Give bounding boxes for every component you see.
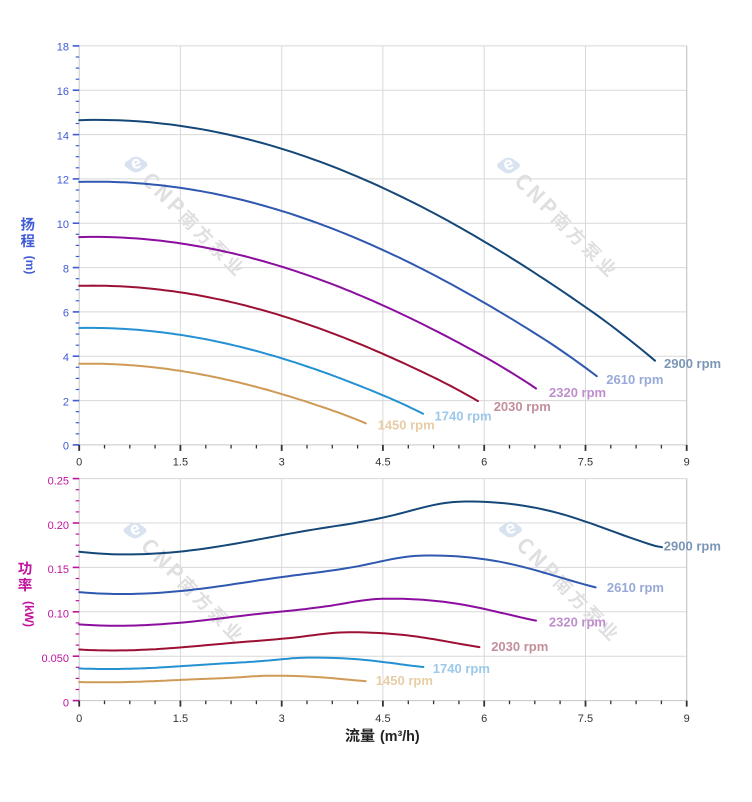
- svg-text:16: 16: [57, 86, 69, 98]
- svg-text:2900 rpm: 2900 rpm: [664, 539, 721, 554]
- svg-text:3: 3: [279, 713, 285, 725]
- svg-text:1450 rpm: 1450 rpm: [378, 418, 435, 433]
- svg-text:1740 rpm: 1740 rpm: [433, 661, 490, 676]
- svg-text:10: 10: [57, 219, 69, 231]
- svg-text:7.5: 7.5: [578, 457, 593, 469]
- svg-text:18: 18: [57, 42, 69, 54]
- svg-text:7.5: 7.5: [578, 713, 593, 725]
- svg-text:0.25: 0.25: [48, 475, 69, 487]
- svg-text:0: 0: [63, 697, 69, 709]
- svg-text:8: 8: [63, 263, 69, 275]
- svg-text:(m): (m): [23, 256, 37, 275]
- svg-text:4.5: 4.5: [375, 713, 390, 725]
- svg-text:6: 6: [481, 457, 487, 469]
- svg-text:0: 0: [76, 713, 82, 725]
- svg-text:12: 12: [57, 175, 69, 187]
- svg-text:0.10: 0.10: [48, 609, 69, 621]
- svg-text:2030 rpm: 2030 rpm: [494, 399, 551, 414]
- svg-text:9: 9: [684, 713, 690, 725]
- svg-text:2320 rpm: 2320 rpm: [549, 615, 606, 630]
- svg-text:2320 rpm: 2320 rpm: [549, 385, 606, 400]
- svg-text:1740 rpm: 1740 rpm: [435, 409, 492, 424]
- svg-text:2900 rpm: 2900 rpm: [664, 356, 721, 371]
- svg-text:(m³/h): (m³/h): [376, 729, 420, 745]
- svg-text:2610 rpm: 2610 rpm: [607, 580, 664, 595]
- svg-text:6: 6: [481, 713, 487, 725]
- svg-text:2: 2: [63, 396, 69, 408]
- svg-text:9: 9: [684, 457, 690, 469]
- svg-text:1.5: 1.5: [173, 713, 188, 725]
- svg-text:0.20: 0.20: [48, 520, 69, 532]
- svg-text:1450 rpm: 1450 rpm: [376, 673, 433, 688]
- svg-text:2610 rpm: 2610 rpm: [606, 372, 663, 387]
- svg-text:0.050: 0.050: [41, 653, 69, 665]
- svg-text:0: 0: [76, 457, 82, 469]
- svg-text:1.5: 1.5: [173, 457, 188, 469]
- svg-text:3: 3: [279, 457, 285, 469]
- svg-text:(kW): (kW): [22, 601, 36, 627]
- svg-text:4.5: 4.5: [375, 457, 390, 469]
- svg-text:2030 rpm: 2030 rpm: [491, 639, 548, 654]
- svg-text:14: 14: [57, 130, 69, 142]
- svg-text:6: 6: [63, 308, 69, 320]
- svg-text:0.15: 0.15: [48, 564, 69, 576]
- svg-text:0: 0: [63, 441, 69, 453]
- svg-text:4: 4: [63, 352, 69, 364]
